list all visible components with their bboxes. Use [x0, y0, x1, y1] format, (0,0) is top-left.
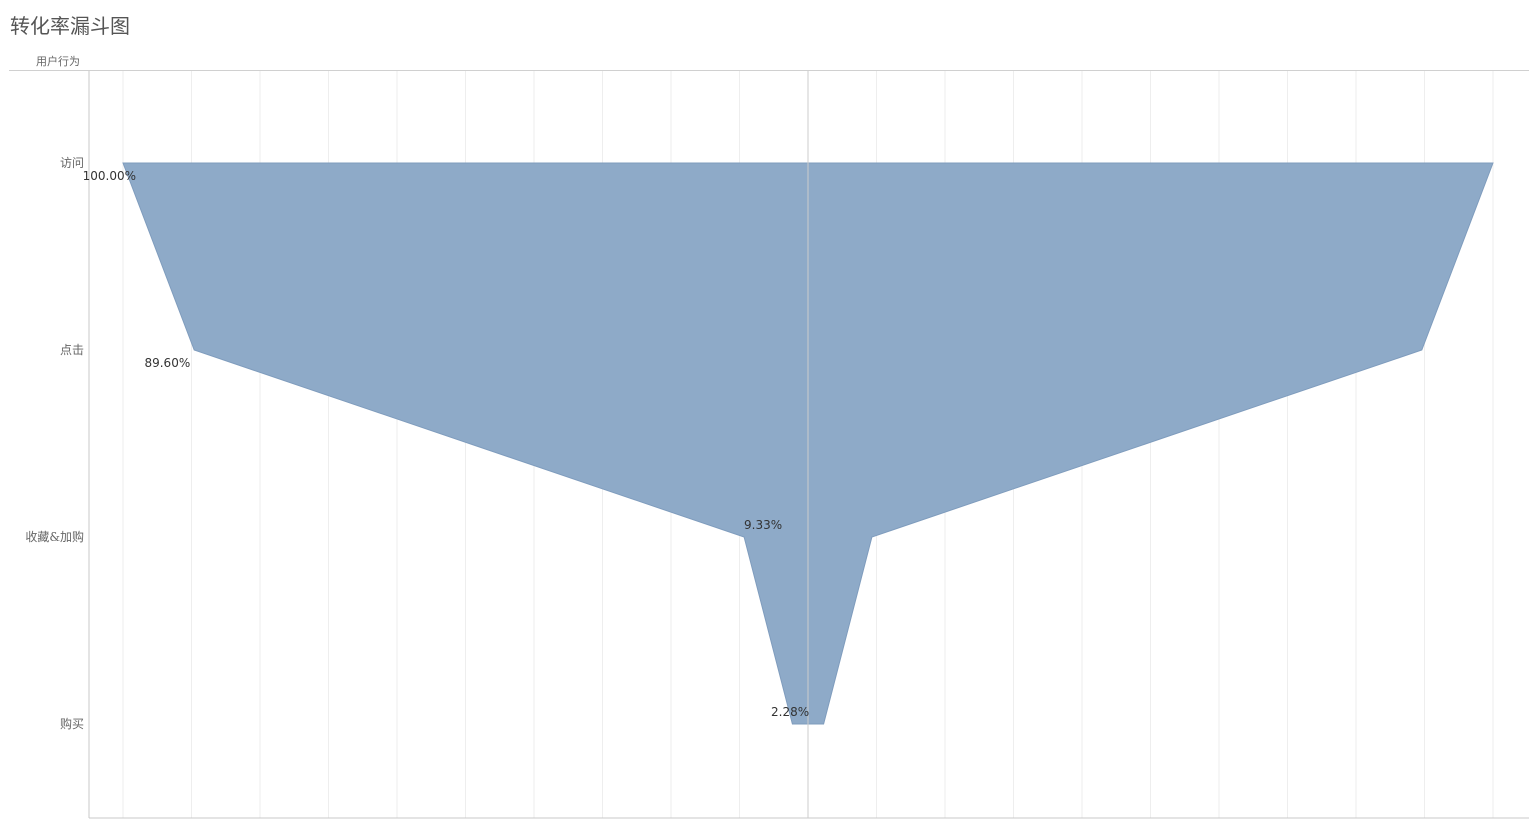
chart-title: 转化率漏斗图 — [10, 14, 130, 38]
data-label: 9.33% — [744, 518, 782, 532]
category-label: 访问 — [60, 156, 84, 170]
data-label: 100.00% — [83, 169, 136, 183]
category-label: 购买 — [60, 716, 84, 731]
category-label: 点击 — [60, 343, 84, 357]
data-label: 2.28% — [771, 705, 809, 719]
data-label: 89.60% — [144, 356, 190, 370]
row-axis-header: 用户行为 — [36, 55, 80, 68]
header-divider — [9, 70, 1529, 71]
axes — [88, 71, 1529, 819]
category-label: 收藏&加购 — [25, 529, 84, 544]
